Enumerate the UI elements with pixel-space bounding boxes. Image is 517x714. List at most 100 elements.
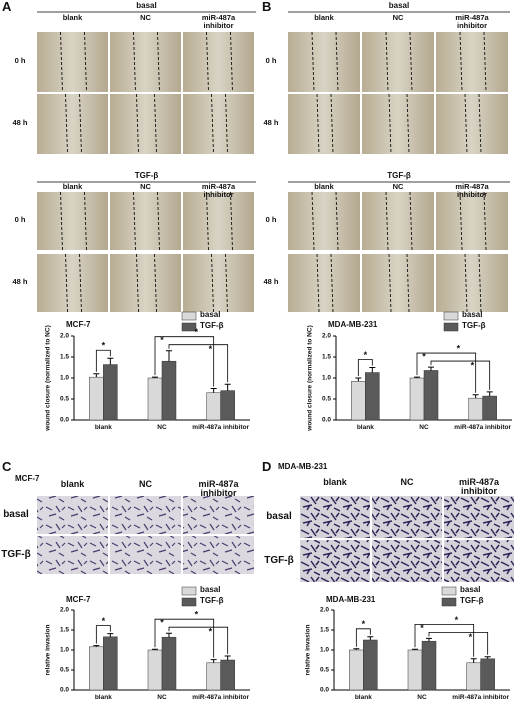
error-bar — [428, 366, 434, 371]
section-header: MCF-7 — [15, 474, 40, 483]
significance-star: * — [362, 619, 366, 629]
column-header: miR-487a inhibitor — [455, 13, 489, 30]
row-label: 48 h — [263, 277, 279, 286]
bar — [89, 646, 104, 691]
legend-label: TGF-β — [462, 321, 486, 330]
error-bar — [426, 637, 432, 642]
bar — [161, 636, 177, 691]
y-tick-label: 0.5 — [60, 667, 69, 674]
wound-edge — [406, 93, 410, 155]
significance-bracket — [168, 626, 229, 654]
y-tick-label: 1.0 — [60, 375, 69, 382]
bar — [480, 658, 495, 691]
error-bar — [152, 648, 158, 650]
wound-edge — [225, 93, 228, 155]
error-bar — [412, 648, 418, 650]
micrograph — [362, 32, 434, 92]
x-tick-label: NC — [157, 694, 167, 701]
row-label: TGF-β — [1, 549, 31, 560]
legend-swatch — [181, 597, 197, 607]
micrograph — [288, 192, 360, 250]
section-header: TGF-β — [387, 171, 411, 180]
error-bar — [107, 633, 114, 637]
bar — [409, 377, 425, 421]
significance-bracket — [416, 352, 477, 393]
error-bar — [166, 632, 172, 638]
error-bar — [355, 377, 362, 382]
micrograph — [436, 254, 508, 312]
error-bar — [166, 350, 172, 362]
significance-bracket — [154, 336, 215, 387]
x-tick-label: miR-487a inhibitor — [452, 694, 510, 701]
panel-label: A — [2, 0, 12, 14]
error-bar — [210, 659, 217, 663]
bar — [423, 370, 439, 421]
wound-edge — [385, 31, 389, 93]
legend-swatch — [181, 322, 197, 332]
error-bar — [484, 656, 491, 659]
column-header: miR-487a inhibitor — [458, 477, 500, 497]
column-header: NC — [140, 13, 151, 22]
micrograph — [362, 192, 434, 250]
row-label: 0 h — [14, 215, 26, 224]
micrograph — [288, 32, 360, 92]
micrograph — [436, 32, 508, 92]
significance-bracket — [154, 618, 215, 658]
y-tick-label: 2.0 — [60, 607, 69, 614]
micrograph — [110, 254, 181, 312]
bar — [468, 397, 483, 421]
y-axis-label: relative invasion — [45, 625, 52, 676]
error-bar — [224, 383, 231, 391]
micrograph — [37, 94, 108, 154]
micrograph — [362, 94, 434, 154]
y-axis-label: wound closure (normalized to NC) — [307, 325, 314, 431]
significance-star: * — [195, 610, 199, 620]
significance-bracket — [428, 632, 489, 655]
legend-label: basal — [200, 310, 221, 319]
significance-star: * — [160, 618, 164, 628]
wound-edge — [230, 31, 233, 93]
legend-label: TGF-β — [200, 321, 224, 330]
significance-star: * — [102, 341, 106, 351]
significance-star: * — [471, 360, 475, 370]
column-header: NC — [392, 13, 404, 22]
micrograph — [436, 192, 508, 250]
micrograph — [110, 94, 181, 154]
bar — [147, 377, 163, 421]
micrograph — [372, 540, 442, 582]
micrograph — [183, 192, 254, 250]
wound-edge — [483, 31, 487, 93]
legend-label: TGF-β — [460, 596, 484, 605]
wound-edge — [133, 31, 136, 93]
y-tick-label: 2.0 — [322, 333, 331, 340]
significance-bracket — [95, 349, 111, 372]
significance-bracket — [355, 628, 371, 647]
micrograph — [183, 496, 254, 534]
bar — [421, 640, 437, 691]
wound-edge — [409, 31, 413, 93]
error-bar — [486, 391, 493, 397]
bar — [147, 649, 163, 691]
error-bar — [470, 658, 477, 663]
y-tick-label: 0.5 — [60, 396, 69, 403]
legend-label: basal — [460, 585, 481, 594]
micrograph — [37, 254, 108, 312]
significance-star: * — [364, 350, 368, 360]
error-bar — [367, 636, 374, 640]
micrograph — [183, 32, 254, 92]
wound-edge — [311, 31, 315, 93]
y-tick-label: 1.5 — [320, 627, 329, 634]
significance-star: * — [195, 327, 199, 337]
x-tick-label: NC — [419, 424, 429, 431]
y-tick-label: 0.0 — [320, 687, 329, 694]
micrograph — [436, 94, 508, 154]
bar — [89, 376, 104, 421]
significance-star: * — [209, 344, 213, 354]
error-bar — [414, 376, 420, 378]
significance-star: * — [422, 351, 426, 361]
significance-star: * — [209, 627, 213, 637]
bar — [482, 395, 497, 421]
error-bar — [369, 367, 376, 373]
bar — [103, 636, 118, 691]
